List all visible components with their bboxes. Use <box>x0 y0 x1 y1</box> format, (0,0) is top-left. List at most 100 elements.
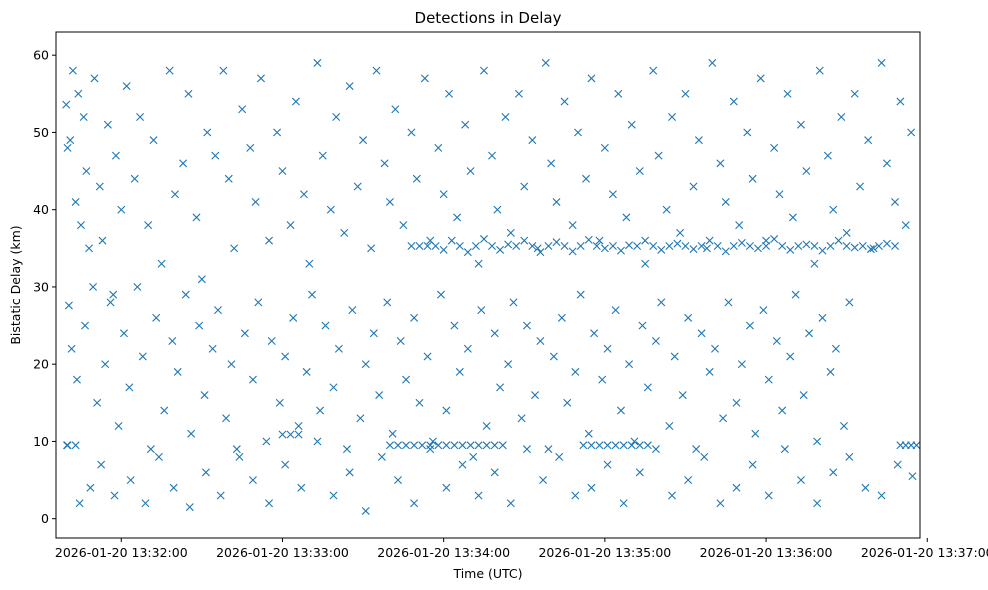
data-point <box>681 241 690 250</box>
x-tick-label: 2026-01-20 13:32:00 <box>55 545 188 560</box>
data-point <box>496 245 505 254</box>
data-point <box>455 241 464 250</box>
data-point <box>479 235 488 244</box>
data-point <box>254 298 263 307</box>
data-point <box>633 241 642 250</box>
data-point <box>68 66 77 75</box>
data-point <box>230 244 239 253</box>
data-point <box>775 190 784 199</box>
data-point <box>662 205 671 214</box>
data-point <box>764 491 773 500</box>
data-point <box>348 306 357 315</box>
data-point <box>611 441 620 450</box>
data-point <box>361 506 370 515</box>
data-point <box>428 437 437 446</box>
data-point <box>697 329 706 338</box>
data-point <box>488 151 497 160</box>
data-point <box>95 182 104 191</box>
data-point <box>71 197 80 206</box>
data-point <box>665 421 674 430</box>
data-point <box>649 241 658 250</box>
data-point <box>89 282 98 291</box>
data-point <box>794 241 803 250</box>
data-point <box>219 66 228 75</box>
data-point <box>302 367 311 376</box>
data-point <box>173 367 182 376</box>
data-point <box>745 241 754 250</box>
data-point <box>63 441 72 450</box>
data-point <box>893 460 902 469</box>
data-point <box>375 391 384 400</box>
data-point <box>912 441 921 450</box>
y-tick-label: 30 <box>33 279 49 294</box>
data-point <box>426 441 435 450</box>
data-point <box>818 313 827 322</box>
data-point <box>227 360 236 369</box>
data-point <box>415 398 424 407</box>
data-point <box>490 329 499 338</box>
data-point <box>654 151 663 160</box>
data-point <box>539 476 548 485</box>
data-point <box>882 239 891 248</box>
data-point <box>214 306 222 315</box>
data-point <box>630 437 639 446</box>
data-point <box>332 112 341 121</box>
data-point <box>649 66 658 75</box>
data-point <box>201 468 210 477</box>
data-point <box>342 445 351 454</box>
data-point <box>240 329 249 338</box>
data-point <box>130 174 139 183</box>
data-point <box>490 468 499 477</box>
data-point <box>625 241 634 250</box>
data-point <box>256 74 265 83</box>
data-point <box>410 499 419 508</box>
data-point <box>498 441 507 450</box>
data-point <box>643 441 652 450</box>
data-point <box>850 89 859 98</box>
data-point <box>748 174 757 183</box>
data-point <box>482 421 491 430</box>
data-point <box>858 241 867 250</box>
data-point <box>689 182 698 191</box>
data-point <box>694 136 703 145</box>
data-point <box>402 441 411 450</box>
data-point <box>745 321 754 330</box>
data-point <box>111 151 120 160</box>
data-point <box>842 228 851 237</box>
data-point <box>345 468 354 477</box>
data-point <box>874 241 883 250</box>
data-point <box>493 205 502 214</box>
data-point <box>729 241 738 250</box>
data-point <box>780 445 789 454</box>
y-axis-ticks: 0 10 20 30 40 50 60 <box>33 48 56 526</box>
data-point <box>232 445 241 454</box>
data-point <box>584 429 593 438</box>
data-point <box>197 275 206 284</box>
data-point <box>560 241 569 250</box>
data-point <box>168 337 177 345</box>
data-point <box>506 499 515 508</box>
data-point <box>286 430 295 439</box>
data-point <box>778 241 787 250</box>
data-point <box>90 74 99 83</box>
data-point <box>278 430 287 439</box>
data-point <box>571 491 580 500</box>
data-point <box>313 437 322 446</box>
data-point <box>657 298 666 307</box>
data-point <box>603 460 612 469</box>
data-point <box>461 120 470 129</box>
data-point <box>179 159 188 168</box>
data-point <box>778 406 787 415</box>
data-point <box>616 246 625 255</box>
data-point <box>340 228 349 237</box>
x-axis-ticks: 2026-01-20 13:32:00 2026-01-20 13:33:00 20… <box>55 538 988 560</box>
data-point <box>420 74 429 83</box>
data-point <box>265 499 274 508</box>
data-point <box>308 290 317 299</box>
data-point <box>729 97 738 106</box>
data-point <box>668 112 677 121</box>
data-point <box>837 112 846 121</box>
data-point <box>289 313 298 322</box>
data-point <box>587 483 596 492</box>
data-point <box>576 241 585 250</box>
